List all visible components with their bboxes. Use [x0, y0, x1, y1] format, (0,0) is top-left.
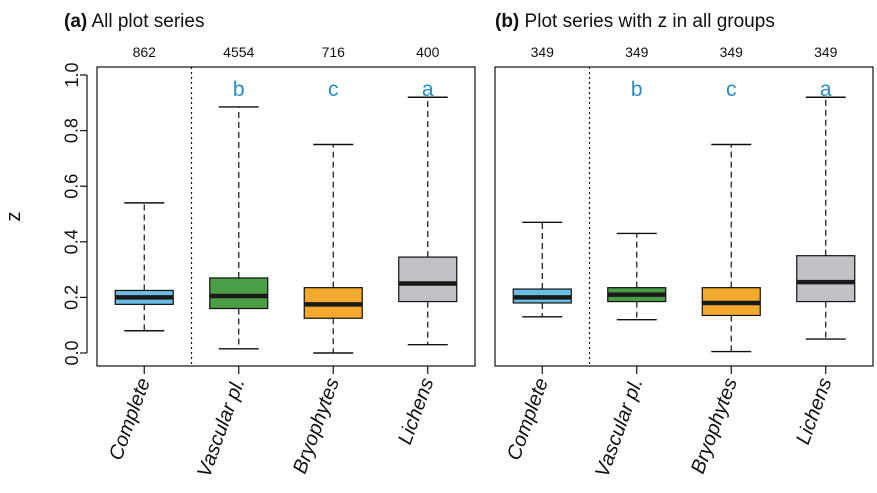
significance-letter: c — [328, 78, 339, 101]
panel-title: (a) All plot series — [64, 11, 204, 32]
panel-title: (b) Plot series with z in all groups — [495, 11, 775, 32]
y-tick-label: 0.2 — [62, 285, 82, 310]
box-3: a — [398, 78, 458, 346]
count-label: 349 — [531, 44, 555, 60]
panel-title-text: All plot series — [87, 11, 204, 32]
box-2: c — [303, 78, 363, 354]
significance-letter: b — [631, 78, 643, 101]
panel-title-text: Plot series with z in all groups — [519, 11, 775, 32]
x-tick-label: Complete — [105, 375, 155, 463]
panel-tag: (b) — [495, 11, 519, 32]
box-1: b — [209, 78, 269, 350]
panel-b: (b) Plot series with z in all groups 349 3… — [494, 11, 874, 480]
x-tick-label: Complete — [503, 375, 553, 463]
x-tick-label: Bryophytes — [687, 375, 742, 477]
box-3: a — [796, 78, 856, 340]
significance-letter: b — [233, 78, 245, 101]
box-0 — [512, 221, 572, 318]
box-iqr — [209, 277, 269, 310]
count-label: 349 — [720, 44, 744, 60]
y-tick-label: 0.4 — [62, 229, 82, 254]
x-tick-label: Bryophytes — [289, 375, 344, 477]
x-tick-label: Lichens — [394, 375, 438, 447]
y-tick-label: 0.6 — [62, 174, 82, 199]
box-0 — [114, 202, 174, 332]
y-tick-label: 1.0 — [62, 62, 82, 87]
x-tick-label: Lichens — [792, 375, 836, 447]
y-axis-label: z — [3, 212, 25, 222]
box-iqr — [398, 256, 458, 303]
plot-frame — [494, 66, 874, 367]
y-tick-label: 0.0 — [62, 340, 82, 365]
box-1: b — [607, 78, 667, 321]
count-label: 400 — [416, 44, 440, 60]
panel-a: (a) All plot series 862 4554 716 400 0.0 0.2 0.… — [3, 11, 476, 480]
significance-letter: a — [422, 78, 434, 101]
plot-frame — [96, 66, 476, 367]
count-label: 4554 — [223, 44, 254, 60]
count-label: 349 — [625, 44, 649, 60]
x-tick-label: Vascular pl. — [193, 375, 249, 480]
y-tick-label: 0.8 — [62, 118, 82, 143]
count-label: 349 — [814, 44, 838, 60]
count-label: 862 — [133, 44, 157, 60]
significance-letter: a — [820, 78, 832, 101]
count-label: 716 — [322, 44, 346, 60]
x-tick-label: Vascular pl. — [591, 375, 647, 480]
box-iqr — [796, 255, 856, 303]
significance-letter: c — [726, 78, 737, 101]
panel-tag: (a) — [64, 11, 87, 32]
box-2: c — [701, 78, 761, 353]
